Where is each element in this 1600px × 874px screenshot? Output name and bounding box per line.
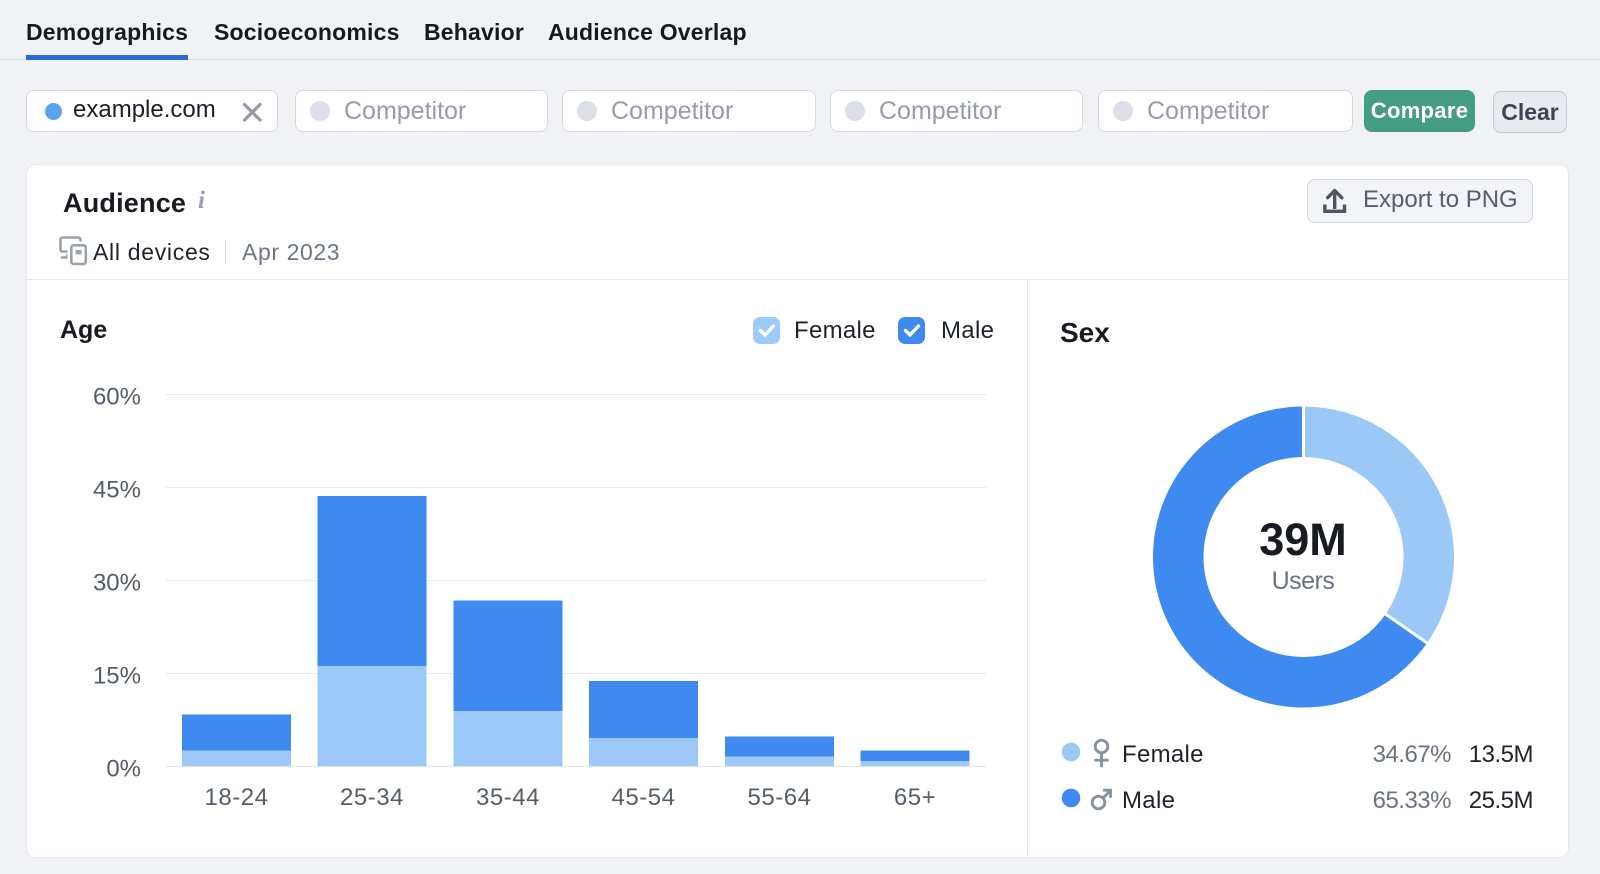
svg-text:30%: 30%: [93, 570, 141, 597]
svg-text:45-54: 45-54: [612, 784, 676, 811]
svg-text:65+: 65+: [894, 784, 936, 811]
svg-text:60%: 60%: [93, 384, 141, 411]
svg-text:25-34: 25-34: [340, 784, 404, 811]
svg-text:35-44: 35-44: [476, 784, 540, 811]
svg-text:0%: 0%: [106, 756, 141, 783]
svg-text:18-24: 18-24: [205, 784, 269, 811]
svg-text:55-64: 55-64: [748, 784, 812, 811]
svg-text:15%: 15%: [93, 663, 141, 690]
svg-text:45%: 45%: [93, 477, 141, 504]
